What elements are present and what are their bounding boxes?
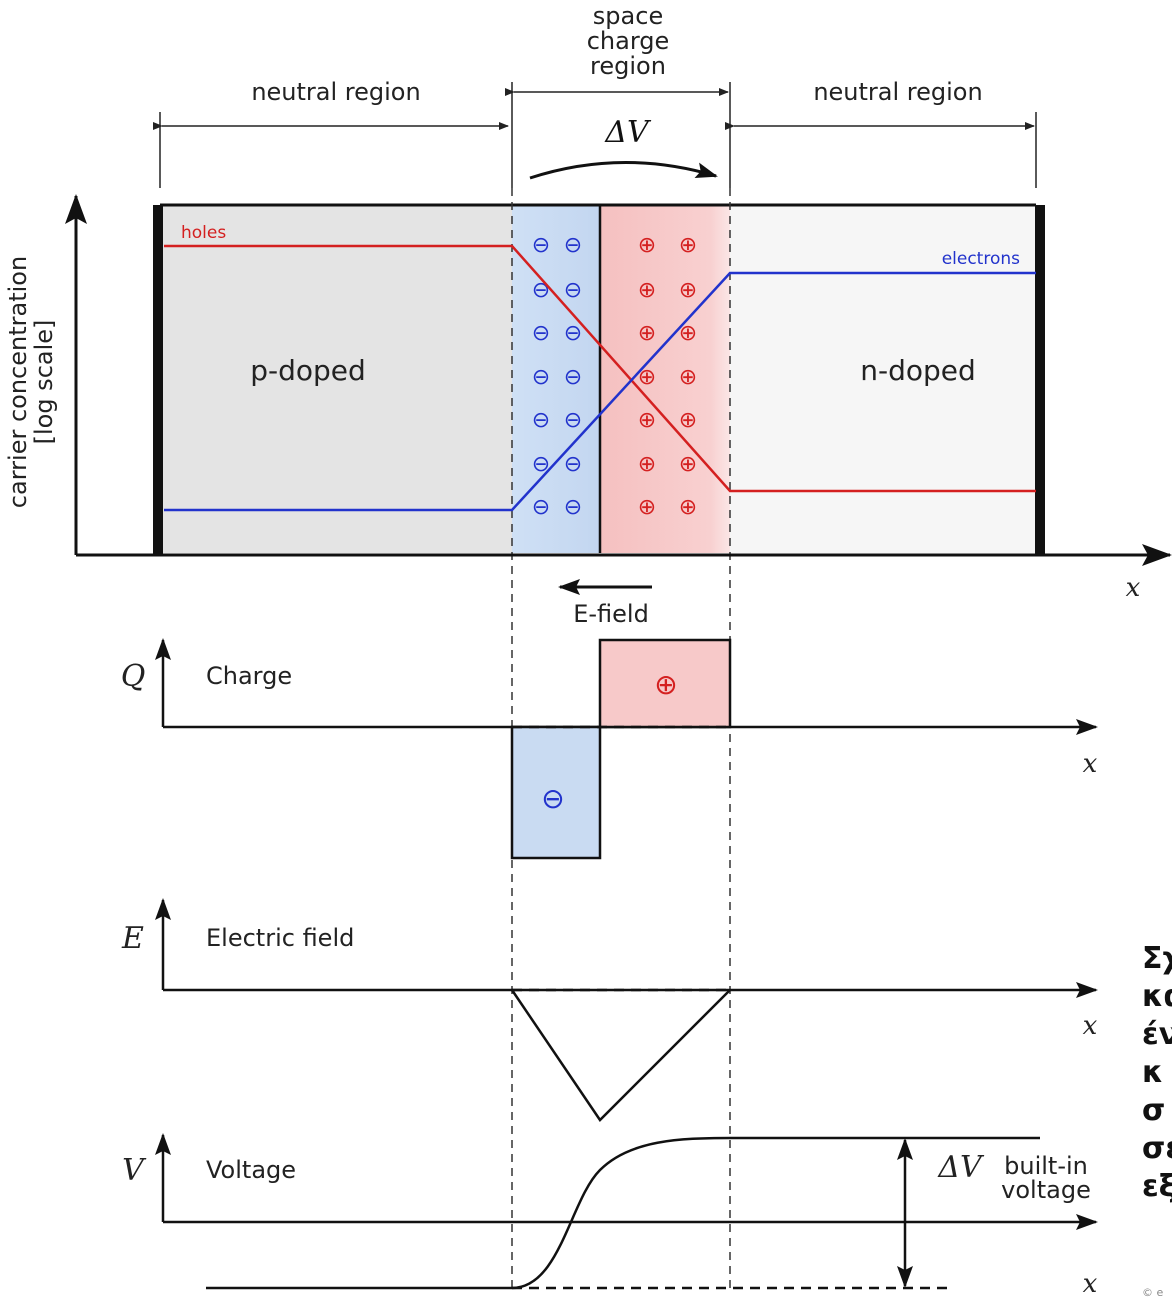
positive-ion: ⊕ (679, 452, 697, 477)
efield-symbol: E (121, 921, 144, 956)
positive-ion: ⊕ (679, 278, 697, 303)
positive-ion: ⊕ (638, 365, 656, 390)
delta-v-curved-arrow (529, 161, 718, 180)
p-region (160, 205, 512, 553)
negative-charge-block (510, 725, 602, 860)
voltage-x-axis-label: x (1083, 1269, 1098, 1299)
negative-ions: ⊖ ⊖ ⊖ ⊖ ⊖ ⊖ ⊖ ⊖ ⊖ ⊖ ⊖ ⊖ ⊖ ⊖ (532, 233, 582, 520)
delta-v-top-label: ΔV (604, 115, 652, 150)
negative-ion: ⊖ (564, 408, 582, 433)
negative-ion: ⊖ (564, 233, 582, 258)
caption-line: κ (1142, 1055, 1164, 1090)
greek-caption: Σχκαέν κ σσεεξ (1142, 940, 1172, 1206)
delta-v-bottom-label: ΔV (937, 1150, 985, 1185)
positive-ion: ⊕ (638, 408, 656, 433)
space-charge-region-label: space charge region (587, 2, 670, 80)
caption-line: κα (1142, 979, 1172, 1014)
negative-ion: ⊖ (564, 452, 582, 477)
e-field-label: E-field (573, 600, 649, 628)
caption-line: εξ (1142, 1169, 1172, 1204)
positive-ion: ⊕ (638, 452, 656, 477)
n-region (730, 205, 1036, 553)
negative-ion: ⊖ (564, 278, 582, 303)
neutral-region-right-label: neutral region (813, 78, 982, 106)
efield-curve (510, 989, 731, 1122)
builtin-label-line1: built-in (1004, 1152, 1088, 1180)
negative-ion: ⊖ (564, 321, 582, 346)
holes-curve (164, 244, 1036, 493)
negative-ion: ⊖ (564, 495, 582, 520)
voltage-curve (206, 1136, 1040, 1290)
positive-ion: ⊕ (638, 278, 656, 303)
svg-text:charge: charge (587, 27, 670, 55)
efield-label: Electric field (206, 924, 354, 952)
charge-x-axis-label: x (1083, 749, 1098, 779)
positive-ion: ⊕ (679, 365, 697, 390)
copyright-note: © e (1142, 1286, 1164, 1299)
electrons-curve (164, 271, 1036, 512)
concentration-axis-label: carrier concentration [log scale] (4, 256, 58, 508)
negative-ion: ⊖ (532, 452, 550, 477)
positive-ion: ⊕ (679, 495, 697, 520)
caption-line: σε (1142, 1131, 1172, 1166)
p-doped-label: p-doped (250, 354, 366, 387)
holes-label: holes (181, 223, 226, 243)
positive-ion: ⊕ (679, 408, 697, 433)
negative-ion: ⊖ (532, 365, 550, 390)
positive-ion: ⊕ (638, 495, 656, 520)
positive-charge-sign: ⊕ (654, 668, 677, 701)
negative-ion: ⊖ (532, 278, 550, 303)
negative-ion: ⊖ (532, 408, 550, 433)
negative-ion: ⊖ (532, 495, 550, 520)
svg-text:[log scale]: [log scale] (30, 320, 58, 445)
builtin-label-line2: voltage (1001, 1176, 1091, 1204)
positive-charge-block (598, 638, 732, 729)
main-x-axis-label: x (1126, 573, 1141, 603)
positive-ions: ⊕ ⊕ ⊕ ⊕ ⊕ ⊕ ⊕ ⊕ ⊕ ⊕ ⊕ ⊕ ⊕ ⊕ (638, 233, 697, 520)
region-dimension-lines (153, 82, 1037, 188)
svg-text:carrier concentration: carrier concentration (4, 256, 32, 508)
caption-line: έν (1142, 1017, 1172, 1052)
depletion-positive-region (600, 205, 730, 553)
n-doped-label: n-doped (860, 354, 976, 387)
positive-ion: ⊕ (638, 233, 656, 258)
electrons-label: electrons (942, 249, 1020, 269)
negative-ion: ⊖ (564, 365, 582, 390)
caption-line: Σχ (1142, 941, 1172, 976)
negative-ion: ⊖ (532, 233, 550, 258)
charge-symbol: Q (121, 659, 146, 694)
positive-ion: ⊕ (679, 233, 697, 258)
positive-ion: ⊕ (679, 321, 697, 346)
neutral-region-left-label: neutral region (251, 78, 420, 106)
voltage-label: Voltage (206, 1156, 296, 1184)
voltage-symbol: V (122, 1153, 147, 1188)
svg-text:space: space (593, 2, 663, 30)
negative-ion: ⊖ (532, 321, 550, 346)
negative-charge-sign: ⊖ (541, 782, 564, 815)
charge-label: Charge (206, 662, 292, 690)
depletion-negative-region (512, 205, 600, 553)
positive-ion: ⊕ (638, 321, 656, 346)
caption-line: σ (1142, 1093, 1166, 1128)
efield-x-axis-label: x (1083, 1011, 1098, 1041)
svg-text:region: region (590, 52, 666, 80)
